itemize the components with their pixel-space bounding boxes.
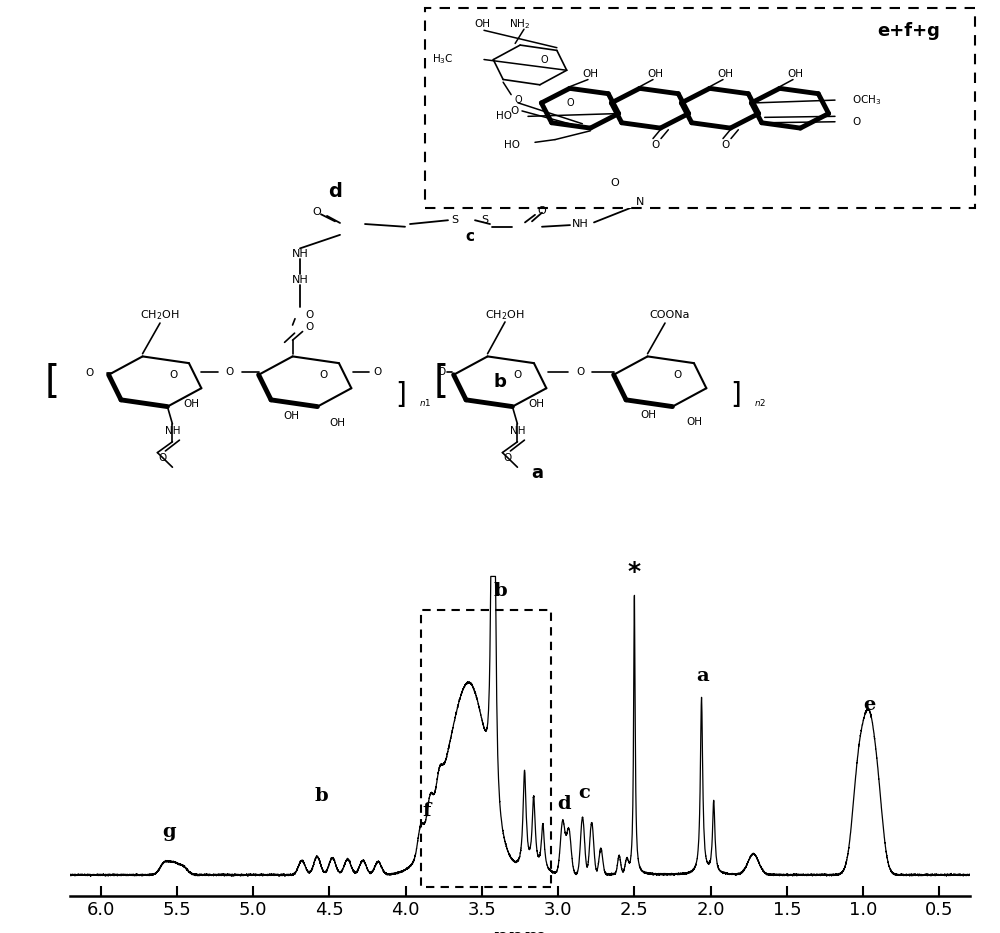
Text: OH: OH [787, 69, 803, 79]
Text: NH: NH [165, 426, 180, 436]
Text: c: c [466, 229, 475, 244]
Text: OH: OH [283, 411, 299, 421]
Text: $_{n2}$: $_{n2}$ [754, 396, 766, 409]
Text: $_{n1}$: $_{n1}$ [419, 396, 431, 409]
Text: b: b [494, 372, 506, 391]
Text: O: O [651, 140, 659, 150]
Text: NH: NH [510, 426, 525, 436]
Text: S: S [481, 216, 489, 225]
Text: H$_3$C: H$_3$C [432, 52, 454, 66]
Text: O: O [514, 370, 522, 380]
Text: O: O [611, 178, 619, 188]
Text: HO: HO [496, 111, 512, 121]
Text: O: O [306, 323, 314, 332]
Bar [421, 610, 551, 886]
Text: O: O [514, 95, 522, 105]
Text: OH: OH [640, 410, 656, 420]
Text: CH$_2$OH: CH$_2$OH [140, 308, 180, 322]
Text: f: f [423, 802, 431, 820]
Text: OH: OH [474, 19, 490, 29]
Text: O: O [313, 207, 321, 217]
Text: O: O [576, 367, 584, 377]
Text: O: O [158, 453, 167, 463]
Text: OH: OH [528, 399, 544, 410]
Text: O: O [374, 367, 382, 377]
Text: OCH$_3$: OCH$_3$ [852, 93, 881, 107]
Text: [: [ [433, 363, 449, 400]
Text: [: [ [44, 363, 60, 400]
Text: O: O [226, 367, 234, 377]
Text: OH: OH [717, 69, 733, 79]
Text: OH: OH [183, 399, 199, 410]
Text: S: S [451, 216, 459, 225]
Text: NH: NH [292, 275, 308, 285]
Text: O: O [438, 367, 446, 377]
Text: e: e [863, 696, 875, 714]
Text: O: O [85, 369, 93, 379]
Text: O: O [721, 140, 729, 150]
Text: *: * [628, 560, 641, 584]
Text: N: N [636, 198, 644, 207]
Text: HO: HO [504, 140, 520, 150]
Text: b: b [315, 787, 329, 805]
Text: CH$_2$OH: CH$_2$OH [485, 308, 525, 322]
Text: O: O [306, 310, 314, 320]
Text: NH: NH [572, 219, 588, 229]
Text: O: O [566, 98, 574, 108]
Text: e+f+g: e+f+g [877, 21, 940, 39]
Text: g: g [162, 823, 176, 842]
Text: b: b [493, 582, 507, 600]
Text: a: a [697, 667, 709, 686]
Text: O: O [511, 106, 519, 116]
Text: O: O [319, 370, 327, 380]
Text: OH: OH [329, 418, 345, 428]
Text: a: a [531, 464, 543, 481]
Text: NH$_2$: NH$_2$ [509, 17, 531, 31]
Text: ]: ] [731, 381, 741, 409]
Text: OH: OH [582, 69, 598, 79]
Text: ]: ] [396, 381, 406, 409]
Text: d: d [328, 182, 342, 202]
X-axis label: ppm: ppm [492, 927, 548, 933]
Text: O: O [169, 370, 177, 380]
Text: OH: OH [647, 69, 663, 79]
Text: OH: OH [686, 417, 702, 426]
Text: NH: NH [292, 249, 308, 258]
FancyBboxPatch shape [425, 8, 975, 208]
Text: COONa: COONa [650, 310, 690, 320]
Text: O: O [852, 117, 860, 127]
Text: c: c [578, 785, 590, 802]
Text: O: O [674, 370, 682, 380]
Text: O: O [503, 453, 512, 463]
Text: O: O [538, 205, 546, 216]
Text: O: O [540, 54, 548, 64]
Text: d: d [557, 795, 571, 813]
